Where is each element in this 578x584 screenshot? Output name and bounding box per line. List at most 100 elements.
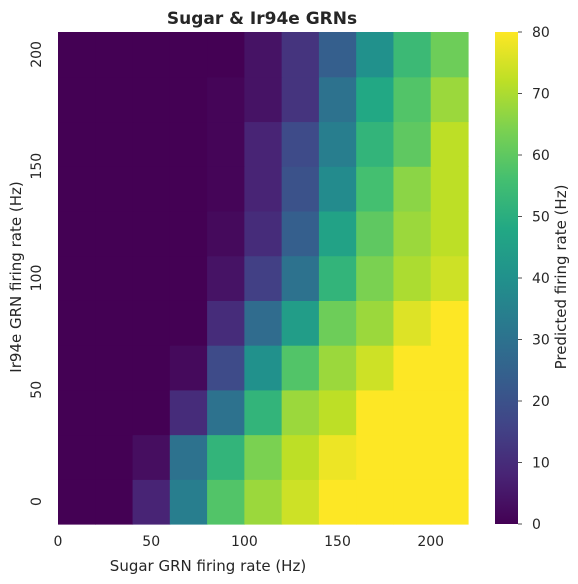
heatmap-cell <box>207 389 245 436</box>
heatmap-cell <box>430 479 469 525</box>
heatmap-cell <box>95 32 134 78</box>
heatmap-cell <box>281 345 320 391</box>
heatmap-cell <box>430 300 469 346</box>
heatmap-cell <box>430 255 469 301</box>
heatmap-cell <box>318 255 357 301</box>
heatmap-cell <box>207 255 245 301</box>
y-axis-ticks: 0 50 100 150 200 <box>29 41 45 506</box>
heatmap-cell <box>430 32 469 78</box>
heatmap-cell <box>207 76 245 123</box>
heatmap-cell <box>356 345 395 391</box>
heatmap-cell <box>281 210 320 257</box>
heatmap-cell <box>95 210 134 257</box>
heatmap-cell <box>356 76 395 123</box>
heatmap-cell <box>207 121 245 167</box>
heatmap-cell <box>132 76 171 123</box>
heatmap-cell <box>244 210 283 257</box>
heatmap-cell <box>132 166 171 212</box>
y-tick-label: 150 <box>29 153 45 180</box>
heatmap-cell <box>281 32 320 78</box>
colorbar-tick-label: 30 <box>532 333 550 349</box>
heatmap-cell <box>58 434 96 480</box>
heatmap-cell <box>95 345 134 391</box>
colorbar-tick-label: 10 <box>532 456 550 472</box>
heatmap-cell <box>207 300 245 346</box>
heatmap-cell <box>430 389 469 436</box>
y-tick-label: 0 <box>29 497 45 506</box>
heatmap-cell <box>318 32 357 78</box>
x-tick-label: 150 <box>324 534 351 550</box>
heatmap-cell <box>393 300 432 346</box>
heatmap-cell <box>393 166 432 212</box>
x-tick-label: 0 <box>54 534 63 550</box>
heatmap-cell <box>58 479 96 525</box>
heatmap-cell <box>281 300 320 346</box>
heatmap-cell <box>244 121 283 167</box>
heatmap-cell <box>318 389 357 436</box>
heatmap-cell <box>132 255 171 301</box>
heatmap-cell <box>393 210 432 257</box>
heatmap-cell <box>244 479 283 525</box>
heatmap-cell <box>281 255 320 301</box>
heatmap-cell <box>207 479 245 525</box>
heatmap-cell <box>430 76 469 123</box>
heatmap-cell <box>95 300 134 346</box>
heatmap-cell <box>356 434 395 480</box>
heatmap-cell <box>58 389 96 436</box>
heatmap-cell <box>393 76 432 123</box>
heatmap-cell <box>430 210 469 257</box>
heatmap-cell <box>318 479 357 525</box>
heatmap-cell <box>356 32 395 78</box>
heatmap-cell <box>58 166 96 212</box>
heatmap-cell <box>169 121 208 167</box>
colorbar-tick-label: 50 <box>532 210 550 226</box>
heatmap-cell <box>207 166 245 212</box>
heatmap-cell <box>132 32 171 78</box>
colorbar-ticks: 0 10 20 30 40 50 60 70 80 <box>518 25 550 533</box>
heatmap-cell <box>244 76 283 123</box>
heatmap-cell <box>430 121 469 167</box>
heatmap-cell <box>207 210 245 257</box>
x-axis-ticks: 0 50 100 150 200 <box>54 534 445 550</box>
heatmap-cell <box>169 32 208 78</box>
heatmap-cell <box>58 121 96 167</box>
heatmap-cell <box>244 389 283 436</box>
heatmap-cell <box>169 345 208 391</box>
heatmap-cell <box>393 434 432 480</box>
heatmap-cell <box>356 300 395 346</box>
heatmap-cell <box>169 479 208 525</box>
heatmap-cell <box>281 434 320 480</box>
heatmap-cell <box>58 76 96 123</box>
y-axis-label: Ir94e GRN firing rate (Hz) <box>7 181 25 372</box>
y-tick-label: 100 <box>29 265 45 292</box>
heatmap-cell <box>318 434 357 480</box>
x-axis-label: Sugar GRN firing rate (Hz) <box>110 557 306 575</box>
heatmap-cell <box>318 345 357 391</box>
heatmap-cell <box>356 210 395 257</box>
colorbar-tick-label: 70 <box>532 87 550 103</box>
heatmap-cell <box>281 479 320 525</box>
heatmap-cell <box>318 121 357 167</box>
heatmap-cell <box>169 389 208 436</box>
heatmap-cell <box>169 210 208 257</box>
heatmap-cell <box>318 166 357 212</box>
heatmap-cell <box>393 121 432 167</box>
heatmap-cell <box>58 300 96 346</box>
heatmap-cell <box>169 76 208 123</box>
colorbar-tick-label: 0 <box>532 517 541 533</box>
colorbar-tick-label: 20 <box>532 394 550 410</box>
heatmap-cell <box>58 255 96 301</box>
heatmap-cell <box>95 76 134 123</box>
heatmap-cell <box>207 345 245 391</box>
heatmap-cell <box>244 434 283 480</box>
heatmap-cell <box>169 255 208 301</box>
heatmap-cell <box>393 32 432 78</box>
heatmap-cell <box>244 255 283 301</box>
chart-title: Sugar & Ir94e GRNs <box>167 9 357 29</box>
heatmap-cell <box>95 166 134 212</box>
heatmap-cell <box>132 210 171 257</box>
heatmap-cell <box>207 434 245 480</box>
colorbar-tick-label: 60 <box>532 148 550 164</box>
heatmap-cell <box>281 166 320 212</box>
heatmap-cell <box>393 345 432 391</box>
